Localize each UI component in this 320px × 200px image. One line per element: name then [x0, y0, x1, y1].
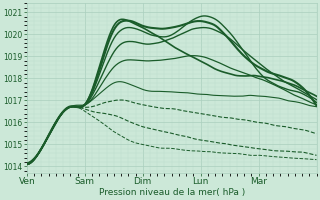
X-axis label: Pression niveau de la mer( hPa ): Pression niveau de la mer( hPa )	[99, 188, 245, 197]
